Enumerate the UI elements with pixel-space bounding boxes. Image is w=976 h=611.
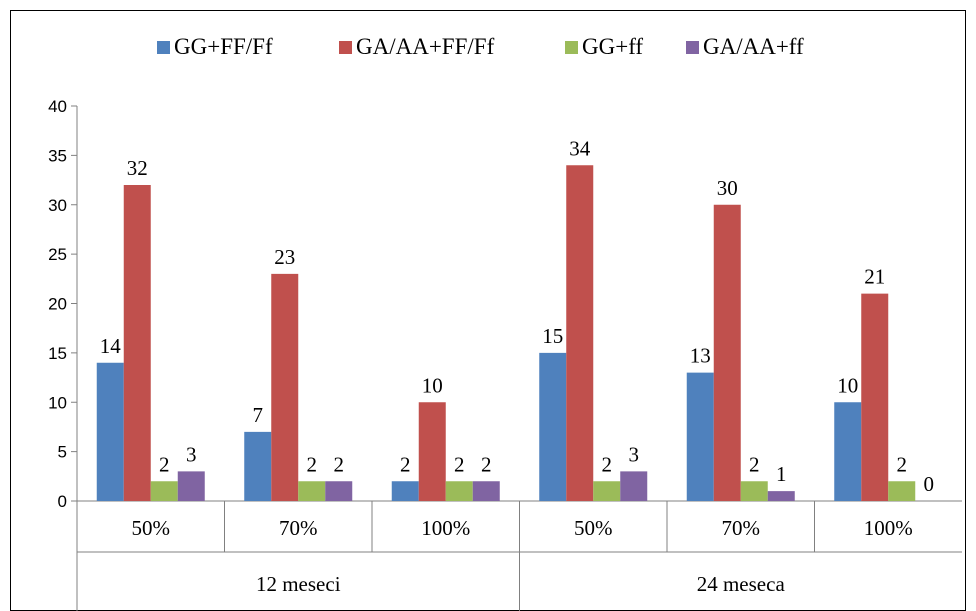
bar (686, 372, 714, 501)
legend-label: GG+FF/Ff (174, 34, 273, 59)
bar (740, 481, 768, 501)
bar (244, 431, 272, 501)
y-tick-label: 40 (48, 97, 67, 116)
category-label: 100% (864, 516, 913, 540)
data-label: 2 (897, 452, 908, 476)
legend-swatch (686, 41, 699, 54)
data-label: 15 (542, 324, 563, 348)
data-label: 10 (837, 373, 858, 397)
data-label: 21 (864, 265, 885, 289)
bar (177, 471, 205, 501)
bar (298, 481, 326, 501)
category-label: 50% (132, 516, 171, 540)
legend-label: GA/AA+ff (703, 34, 804, 59)
data-label: 2 (454, 452, 465, 476)
bar (593, 481, 621, 501)
bar (271, 273, 299, 501)
legend-swatch (339, 41, 352, 54)
data-label: 23 (274, 245, 295, 269)
bar (713, 204, 741, 501)
y-tick-label: 20 (48, 295, 67, 314)
bar (566, 165, 594, 501)
data-label: 2 (749, 452, 760, 476)
category-label: 70% (722, 516, 761, 540)
legend-label: GG+ff (582, 34, 643, 59)
bar (445, 481, 473, 501)
data-label: 0 (924, 472, 935, 496)
data-label: 2 (334, 452, 345, 476)
group-label: 12 meseci (256, 572, 341, 596)
bar (418, 402, 446, 501)
y-tick-label: 35 (48, 146, 67, 165)
data-label: 30 (717, 176, 738, 200)
data-label: 10 (422, 373, 443, 397)
y-tick-label: 10 (48, 393, 67, 412)
bar (767, 491, 795, 501)
data-label: 3 (629, 442, 640, 466)
data-label: 3 (186, 442, 197, 466)
data-label: 2 (602, 452, 613, 476)
data-label: 32 (127, 156, 148, 180)
bar (96, 362, 124, 501)
bar (620, 471, 648, 501)
y-tick-label: 30 (48, 196, 67, 215)
bar (861, 293, 889, 501)
legend-label: GA/AA+FF/Ff (356, 34, 495, 59)
group-label: 24 meseca (697, 572, 786, 596)
data-label: 7 (253, 403, 264, 427)
bar (834, 402, 862, 501)
bar (150, 481, 178, 501)
y-tick-label: 0 (58, 492, 67, 511)
data-label: 2 (307, 452, 318, 476)
data-label: 2 (400, 452, 411, 476)
data-label: 13 (690, 344, 711, 368)
y-tick-label: 5 (58, 443, 67, 462)
y-tick-label: 15 (48, 344, 67, 363)
bar (391, 481, 419, 501)
bar (472, 481, 500, 501)
category-label: 50% (574, 516, 613, 540)
data-label: 1 (776, 462, 787, 486)
bar (539, 352, 567, 501)
bar (325, 481, 353, 501)
y-tick-label: 25 (48, 245, 67, 264)
bar (888, 481, 916, 501)
category-label: 70% (279, 516, 318, 540)
category-label: 100% (421, 516, 470, 540)
legend-swatch (157, 41, 170, 54)
data-label: 14 (100, 334, 122, 358)
legend-swatch (565, 41, 578, 54)
data-label: 2 (481, 452, 492, 476)
data-label: 34 (569, 136, 591, 160)
data-label: 2 (159, 452, 170, 476)
bar (123, 185, 151, 501)
